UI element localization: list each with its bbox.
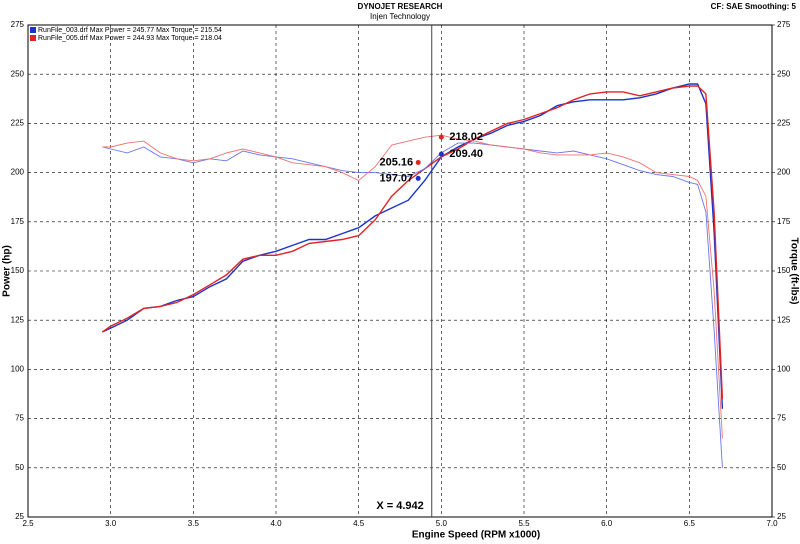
legend-entry: RunFile_003.drf Max Power = 245.77 Max T… [38,27,222,34]
y2-tick-label: 100 [777,365,791,374]
series-line [102,142,723,468]
marker-label: 205.16 [380,156,414,168]
marker-label: 218.02 [449,131,483,143]
x-tick-label: 5.5 [518,519,530,528]
y2-tick-label: 225 [777,119,791,128]
y2-tick-label: 125 [777,315,791,324]
marker-label: 197.07 [380,172,414,184]
chart-subtitle: Injen Technology [370,12,430,21]
y2-axis-title: Torque (ft-lbs) [788,237,799,304]
series-line [102,83,724,409]
x-tick-label: 4.0 [270,519,282,528]
y-tick-label: 75 [15,414,24,423]
series-line [102,134,723,439]
y-tick-label: 250 [11,69,25,78]
y2-tick-label: 200 [777,168,791,177]
chart-title: DYNOJET RESEARCH [358,2,443,11]
x-tick-label: 5.0 [436,519,448,528]
y-tick-label: 150 [11,266,25,275]
x-tick-label: 2.5 [22,519,34,528]
series-line [101,85,724,399]
y-tick-label: 275 [11,20,25,29]
y-tick-label: 225 [11,119,25,128]
marker-point [415,175,421,181]
x-tick-label: 3.0 [105,519,117,528]
y-tick-label: 100 [11,365,25,374]
cursor-label: X = 4.942 [376,500,423,512]
y2-tick-label: 150 [777,266,791,275]
y-tick-label: 175 [11,217,25,226]
x-tick-label: 4.5 [353,519,365,528]
y-axis-title: Power (hp) [2,245,13,297]
y2-tick-label: 275 [777,20,791,29]
x-tick-label: 7.0 [766,519,778,528]
x-tick-label: 3.5 [188,519,200,528]
x-axis-title: Engine Speed (RPM x1000) [412,530,540,541]
x-tick-label: 6.0 [601,519,613,528]
y-tick-label: 125 [11,315,25,324]
y2-tick-label: 25 [777,512,786,521]
y-tick-label: 50 [15,463,24,472]
legend-swatch [30,35,36,41]
y-tick-label: 25 [15,512,24,521]
legend-swatch [30,27,36,33]
y2-tick-label: 175 [777,217,791,226]
settings-text: CF: SAE Smoothing: 5 [711,2,797,11]
marker-point [438,134,444,140]
marker-point [438,151,444,157]
y-tick-label: 200 [11,168,25,177]
y2-tick-label: 50 [777,463,786,472]
marker-label: 209.40 [449,148,483,160]
y2-tick-label: 250 [777,69,791,78]
legend-entry: RunFile_005.drf Max Power = 244.93 Max T… [38,35,222,42]
marker-point [415,159,421,165]
y2-tick-label: 75 [777,414,786,423]
x-tick-label: 6.5 [684,519,696,528]
